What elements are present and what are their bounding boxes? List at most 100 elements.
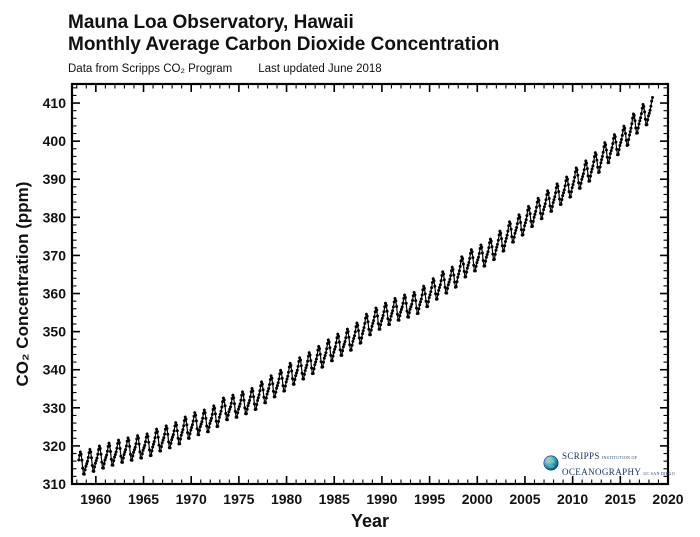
data-point xyxy=(510,235,514,239)
data-point xyxy=(610,146,614,150)
data-point xyxy=(153,436,157,440)
scripps-globe-icon xyxy=(543,455,559,471)
data-point xyxy=(275,384,279,388)
data-point xyxy=(556,184,560,188)
data-point xyxy=(616,153,620,156)
data-point xyxy=(284,380,288,384)
y-axis-title: CO₂ Concentration (ppm) xyxy=(13,182,32,387)
data-point xyxy=(399,310,403,314)
data-point xyxy=(175,423,178,427)
data-point xyxy=(289,363,293,367)
data-point xyxy=(180,430,184,434)
data-point xyxy=(650,99,654,103)
data-point xyxy=(152,440,156,444)
data-point xyxy=(333,347,337,351)
data-point xyxy=(333,345,337,349)
data-point xyxy=(419,300,422,304)
data-point xyxy=(238,402,242,406)
data-point xyxy=(104,456,108,459)
data-point xyxy=(96,452,100,456)
data-point xyxy=(404,301,408,305)
data-point xyxy=(218,412,222,416)
data-point xyxy=(566,177,569,181)
data-point xyxy=(242,398,246,402)
data-point xyxy=(375,308,379,312)
data-point xyxy=(534,209,538,213)
x-tick-label: 1965 xyxy=(128,491,159,507)
y-tick-label: 310 xyxy=(43,476,67,492)
data-point xyxy=(155,430,159,434)
data-point xyxy=(472,263,476,267)
data-point xyxy=(97,444,101,448)
data-point xyxy=(569,190,573,194)
data-point xyxy=(302,372,306,376)
data-point xyxy=(324,351,328,355)
data-point xyxy=(459,259,463,263)
data-point xyxy=(557,190,561,194)
data-point xyxy=(599,161,603,165)
data-source-note: Data from Scripps CO₂ Program xyxy=(68,63,233,75)
data-point xyxy=(248,398,252,402)
data-point xyxy=(405,309,409,313)
data-point xyxy=(443,285,447,289)
data-point xyxy=(137,442,141,446)
co2-data-line xyxy=(78,97,654,475)
data-point xyxy=(199,422,203,426)
data-point xyxy=(322,360,325,364)
data-point xyxy=(476,258,480,262)
data-point xyxy=(514,228,518,232)
data-point xyxy=(92,469,96,473)
data-point xyxy=(159,445,163,449)
data-point xyxy=(436,292,440,296)
data-point xyxy=(314,360,318,364)
data-point xyxy=(325,347,329,351)
data-point xyxy=(626,143,630,147)
data-point xyxy=(295,371,298,375)
data-point xyxy=(595,158,599,162)
data-point xyxy=(533,212,537,216)
data-point xyxy=(633,119,637,123)
data-point xyxy=(437,288,441,292)
data-point xyxy=(265,392,269,396)
data-point xyxy=(394,299,398,303)
data-point xyxy=(454,285,458,289)
data-point xyxy=(637,122,641,126)
data-point xyxy=(130,458,134,462)
data-point xyxy=(186,431,190,435)
data-point xyxy=(236,411,240,415)
data-point xyxy=(412,291,416,294)
data-point xyxy=(605,155,609,159)
data-point xyxy=(590,167,594,171)
data-point xyxy=(247,401,251,405)
data-point xyxy=(467,261,471,264)
data-point xyxy=(279,371,283,375)
data-point xyxy=(550,205,554,208)
data-point xyxy=(417,307,421,311)
data-point xyxy=(187,436,191,440)
data-point xyxy=(634,126,638,130)
data-point xyxy=(647,114,650,118)
data-point xyxy=(140,456,143,460)
data-point xyxy=(321,365,325,369)
data-point xyxy=(138,450,142,454)
data-point xyxy=(372,319,376,323)
data-point xyxy=(111,463,115,467)
data-point xyxy=(267,387,271,390)
data-point xyxy=(624,138,628,142)
data-point xyxy=(369,328,373,332)
y-tick-label: 350 xyxy=(43,324,67,340)
data-point xyxy=(551,201,555,204)
data-point xyxy=(481,259,485,262)
data-point xyxy=(98,447,102,450)
data-point xyxy=(500,237,503,241)
data-point xyxy=(299,364,303,368)
data-point xyxy=(114,450,118,454)
data-point xyxy=(159,449,163,453)
data-point xyxy=(95,456,99,460)
data-point xyxy=(252,395,256,399)
data-point xyxy=(319,360,323,364)
data-point xyxy=(121,456,125,460)
x-tick-label: 1995 xyxy=(414,491,445,507)
data-point xyxy=(171,435,174,439)
data-point xyxy=(401,301,405,305)
